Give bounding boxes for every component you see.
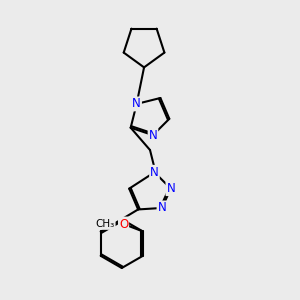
Text: N: N	[150, 166, 159, 179]
Text: O: O	[119, 218, 128, 230]
Text: N: N	[167, 182, 175, 195]
Text: N: N	[158, 202, 166, 214]
Text: N: N	[132, 98, 141, 110]
Text: CH₃: CH₃	[95, 219, 115, 229]
Text: N: N	[148, 129, 157, 142]
